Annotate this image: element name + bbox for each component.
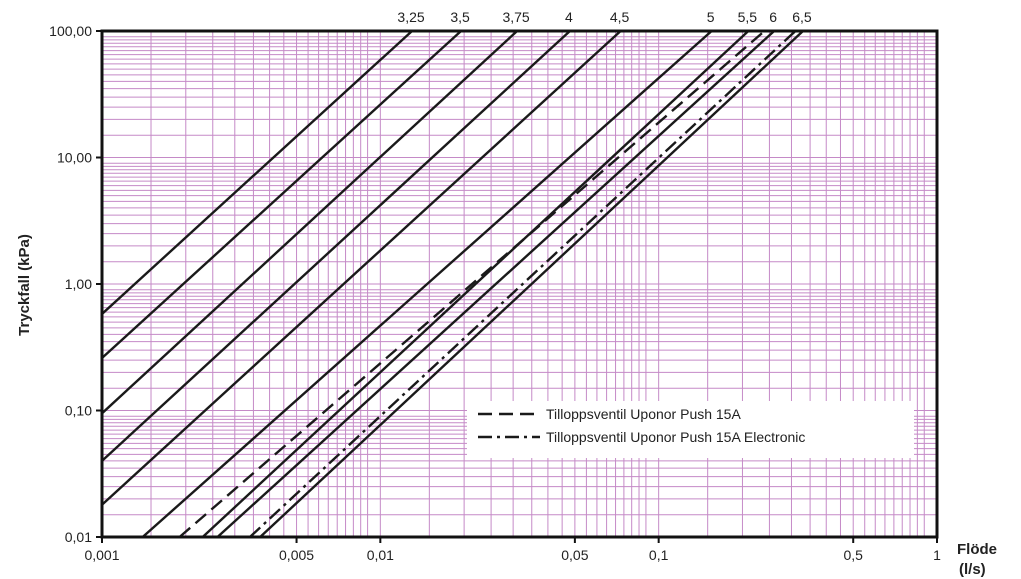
curve-label: 3,75: [502, 9, 529, 25]
series-line-solid: [101, 30, 462, 359]
curve-label: 4,5: [610, 9, 630, 25]
curve-label: 6,5: [792, 9, 812, 25]
curve-label: 5,5: [738, 9, 758, 25]
y-axis-title: Tryckfall (kPa): [16, 234, 33, 336]
y-tick-label: 100,00: [49, 23, 92, 39]
curve-label: 3,25: [397, 9, 424, 25]
series-line-dashed: [178, 30, 766, 538]
series-lines: [101, 30, 804, 538]
x-axis-title: Flöde: [957, 541, 997, 558]
curve-labels: 3,25 3,5 3,75 4 4,5 5 5,5 6 6,5: [397, 9, 812, 25]
y-tick-label: 10,00: [57, 150, 92, 166]
curve-label: 4: [565, 9, 573, 25]
legend-box: [467, 401, 914, 458]
curve-label: 3,5: [450, 9, 470, 25]
y-tick-label: 0,10: [65, 403, 92, 419]
series-line-solid: [101, 30, 571, 462]
x-tick-label: 1: [933, 547, 941, 563]
legend-label-dashdot: Tilloppsventil Uponor Push 15A Electroni…: [546, 429, 805, 445]
y-tick-label: 1,00: [65, 276, 92, 292]
x-tick-label: 0,5: [843, 547, 863, 563]
series-line-solid: [201, 30, 750, 538]
x-axis-unit: (l/s): [959, 561, 986, 578]
x-tick-label: 0,005: [279, 547, 314, 563]
x-tick-label: 0,1: [649, 547, 669, 563]
y-tick-label: 0,01: [65, 529, 92, 545]
series-line-solid: [101, 30, 622, 506]
series-line-dashdot: [249, 30, 797, 538]
curve-label: 5: [707, 9, 715, 25]
series-line-solid: [141, 30, 713, 538]
series-line-solid: [101, 30, 413, 315]
series-line-solid: [216, 30, 775, 538]
series-line-solid: [259, 30, 804, 538]
legend-label-dashed: Tilloppsventil Uponor Push 15A: [546, 406, 741, 422]
x-tick-label: 0,01: [367, 547, 394, 563]
series-line-solid: [101, 30, 518, 415]
x-tick-label: 0,05: [561, 547, 588, 563]
legend: Tilloppsventil Uponor Push 15A Tilloppsv…: [467, 401, 914, 458]
axis-ticks: 0,001 0,005 0,01 0,05 0,1 0,5 1 0,01 0,10 1,00 10,…: [49, 23, 941, 563]
x-tick-label: 0,001: [84, 547, 119, 563]
curve-label: 6: [769, 9, 777, 25]
